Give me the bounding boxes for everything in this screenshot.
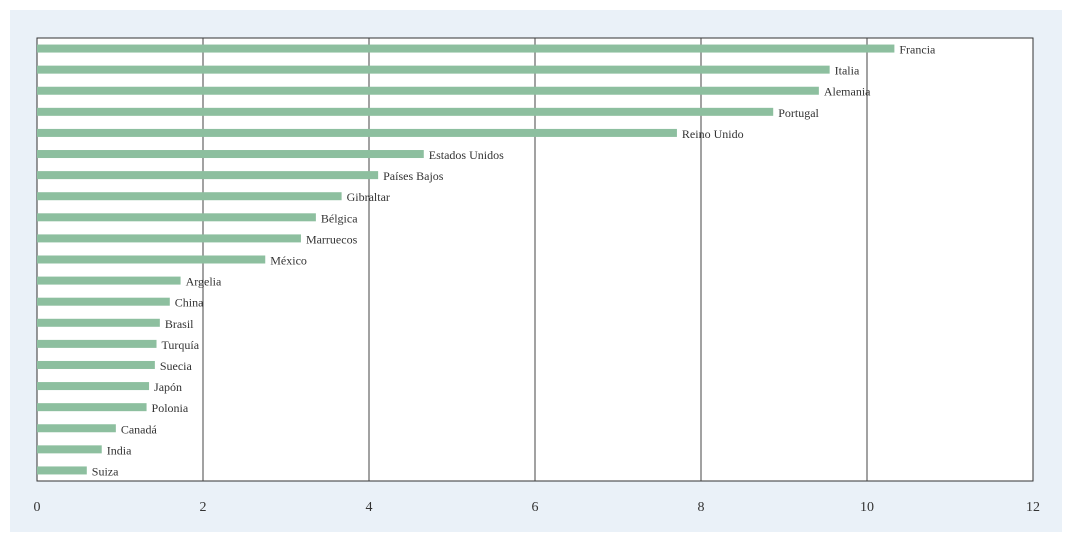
x-tick-label: 10 — [860, 500, 874, 515]
bar-label: Portugal — [778, 106, 819, 120]
bar-label: Francia — [899, 43, 936, 57]
bar-label: Bélgica — [321, 211, 358, 225]
x-tick-label: 6 — [532, 500, 539, 515]
bar — [37, 339, 157, 348]
bar — [37, 65, 830, 74]
bar — [37, 360, 155, 369]
bar — [37, 234, 301, 243]
bar — [37, 150, 424, 159]
bar-chart: Francia Italia Alemania Portugal Reino Unido… — [34, 37, 1041, 515]
x-tick-label: 12 — [1026, 500, 1040, 515]
bar — [37, 192, 342, 201]
bar-label: Alemania — [824, 85, 871, 99]
bars — [37, 44, 895, 475]
bar — [37, 382, 150, 391]
bar-label: Suecia — [160, 359, 193, 373]
bar — [37, 466, 87, 475]
bar-label: Reino Unido — [682, 127, 744, 141]
bar — [37, 171, 379, 180]
bar-label: Japón — [154, 380, 182, 394]
bar — [37, 318, 160, 327]
bar — [37, 44, 895, 53]
bar — [37, 276, 181, 285]
x-tick-label: 4 — [366, 500, 373, 515]
bar-label: China — [175, 296, 204, 310]
x-tick-label: 2 — [200, 500, 207, 515]
bar-label: Estados Unidos — [429, 148, 504, 162]
bar-label: Marruecos — [306, 232, 358, 246]
bar — [37, 86, 819, 95]
x-axis-ticks: 0 2 4 6 8 10 12 — [34, 500, 1041, 515]
bar — [37, 297, 170, 306]
bar-label: Polonia — [152, 401, 189, 415]
bar-labels: Francia Italia Alemania Portugal Reino Unido… — [92, 43, 936, 479]
bar-label: Italia — [835, 64, 860, 78]
bar-label: Brasil — [165, 317, 194, 331]
chart-figure: Francia Italia Alemania Portugal Reino Unido… — [10, 10, 1062, 532]
bar-label: Turquía — [162, 338, 200, 352]
x-tick-label: 8 — [698, 500, 705, 515]
bar — [37, 424, 116, 433]
bar — [37, 255, 266, 264]
x-tick-label: 0 — [34, 500, 41, 515]
bar — [37, 107, 774, 116]
bar-label: Países Bajos — [383, 169, 444, 183]
bar — [37, 445, 102, 454]
bar — [37, 403, 147, 412]
bar-label: India — [107, 443, 132, 457]
bar-label: México — [270, 254, 307, 268]
bar-label: Gibraltar — [347, 190, 390, 204]
bar — [37, 213, 316, 222]
bar-label: Suiza — [92, 464, 119, 478]
bar-label: Canadá — [121, 422, 158, 436]
bar — [37, 128, 677, 137]
bar-label: Argelia — [186, 275, 222, 289]
